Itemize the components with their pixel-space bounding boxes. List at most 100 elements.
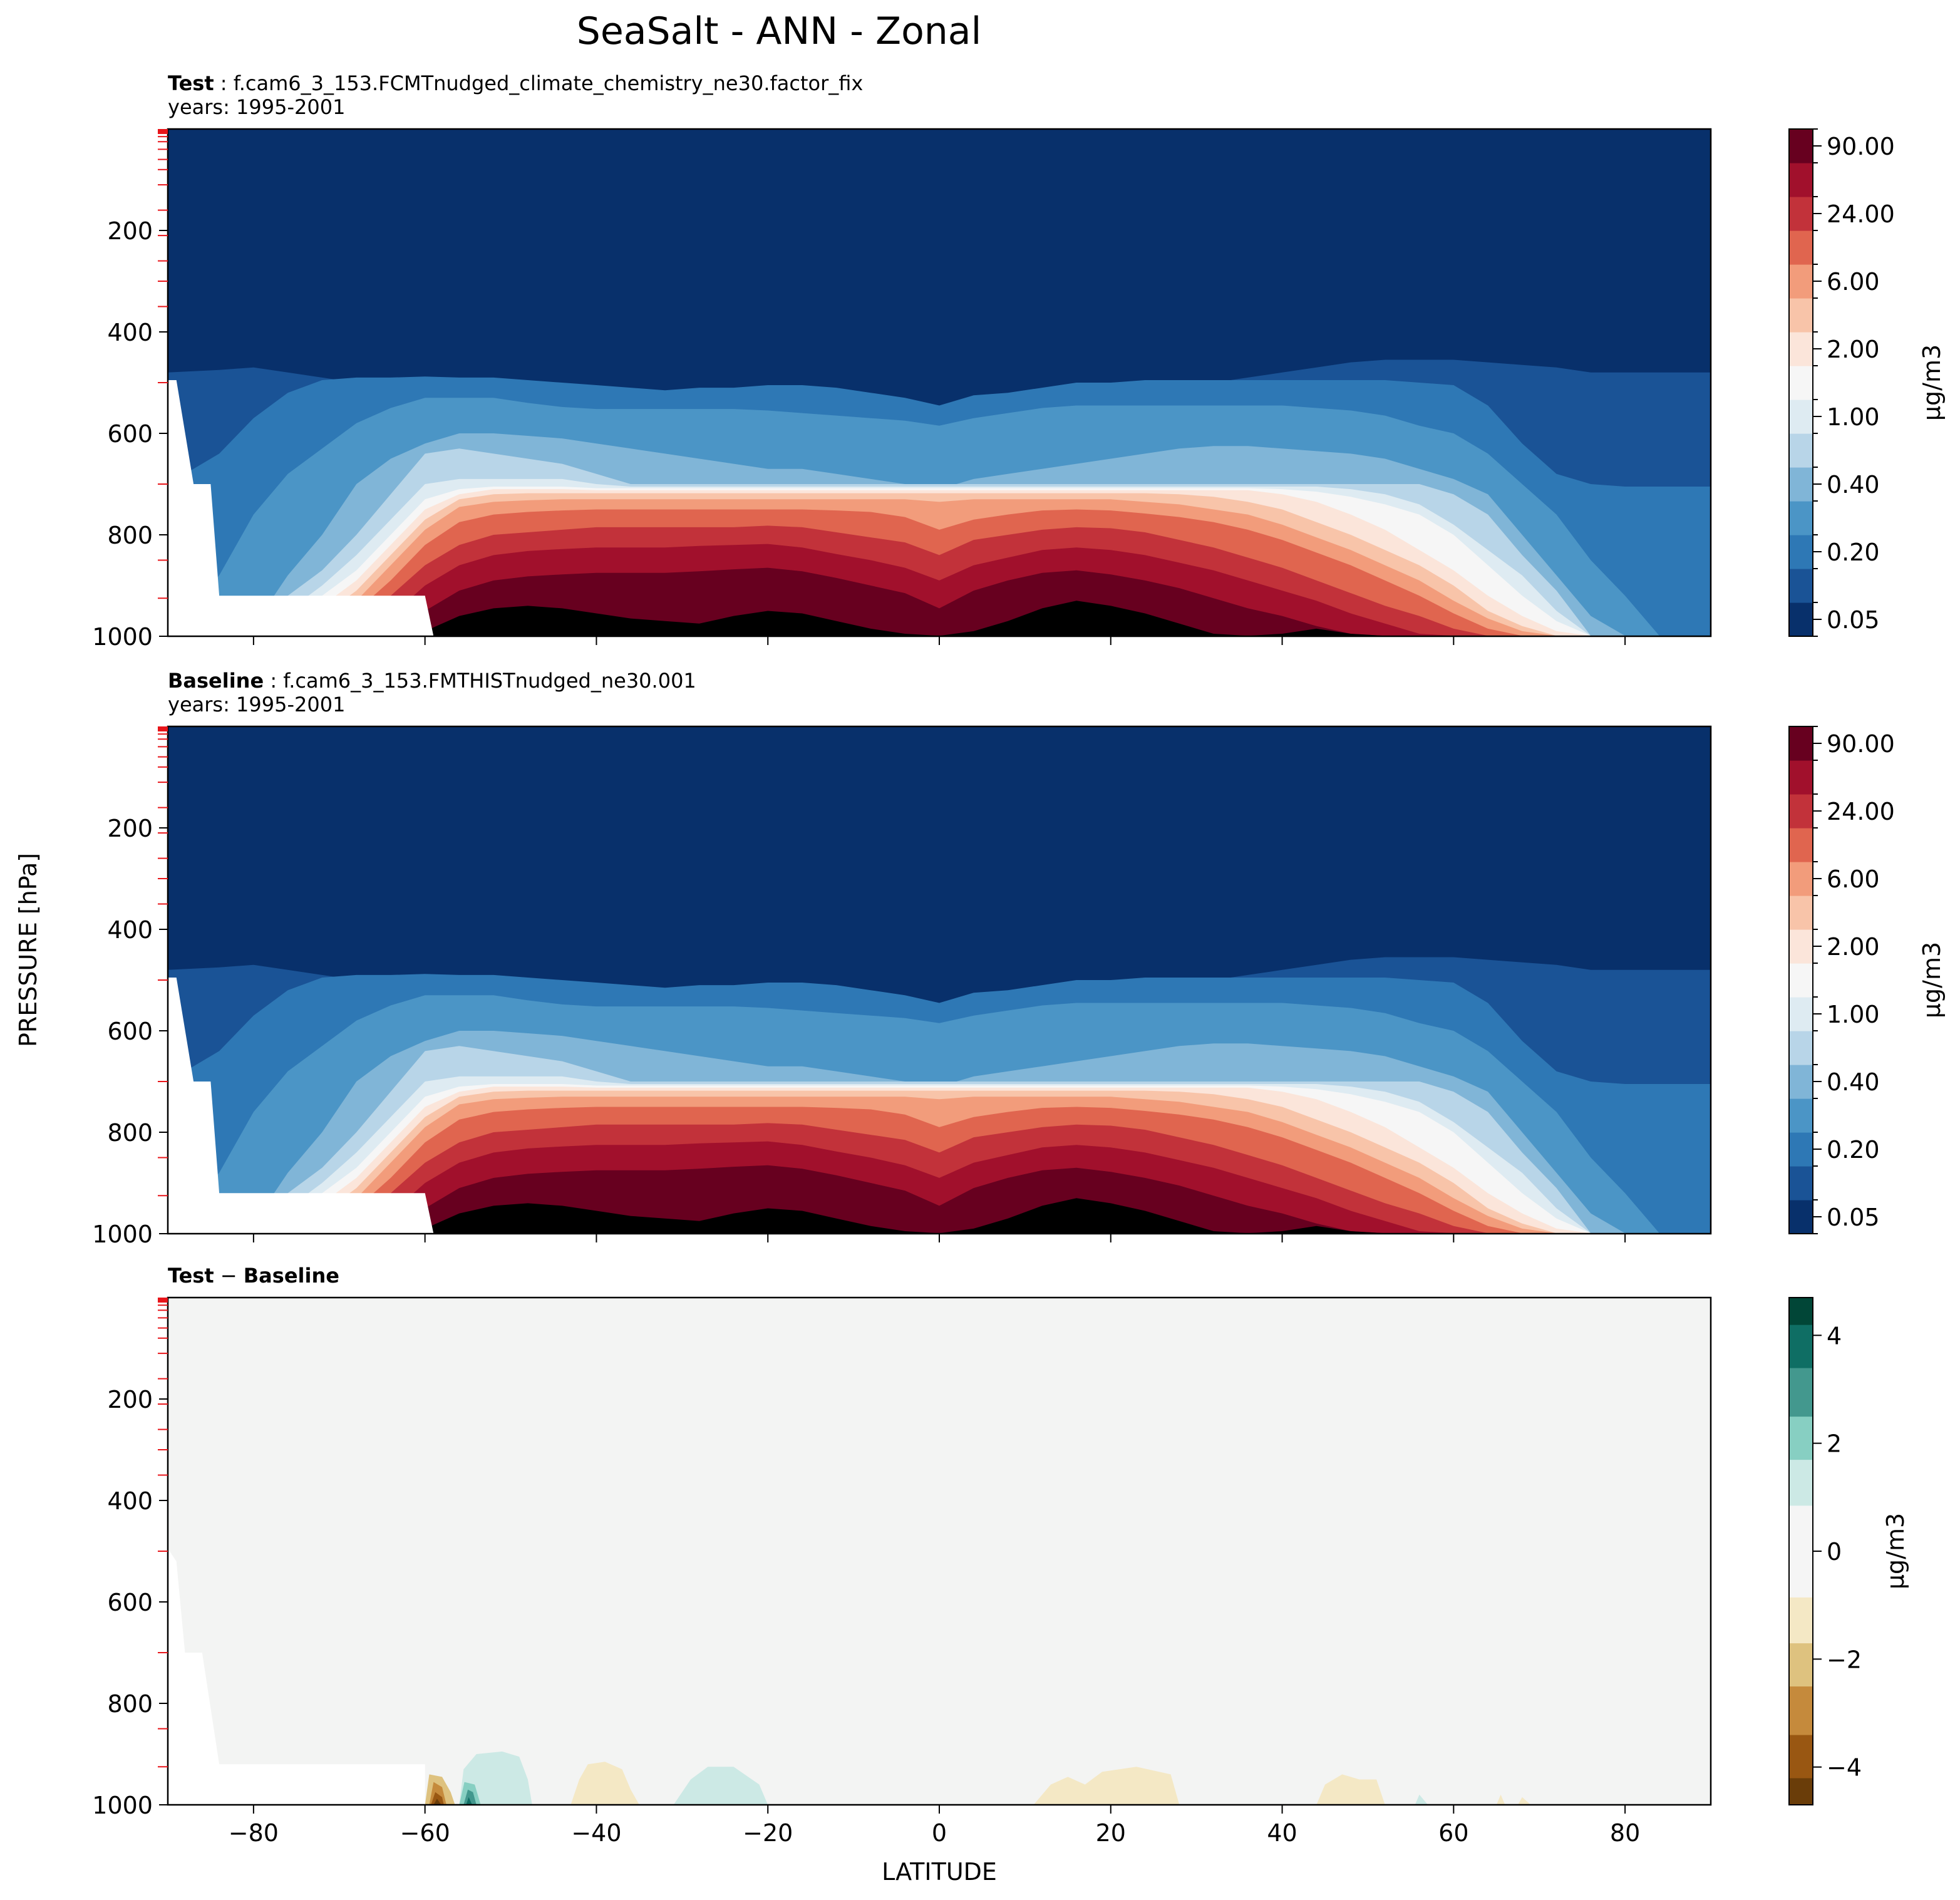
colorbar-tick-label: 1.00 — [1827, 403, 1880, 431]
colorbar-tick-label: 0.05 — [1827, 1204, 1880, 1231]
y-tick-label: 1000 — [92, 1221, 153, 1248]
panel-label: Test — [168, 71, 214, 95]
colorbar-segment — [1789, 1098, 1813, 1133]
missing-data-mask — [168, 1548, 425, 1805]
y-tick-label: 400 — [107, 319, 153, 346]
x-tick-label: 40 — [1267, 1819, 1297, 1847]
colorbar-segment — [1789, 1200, 1813, 1234]
missing-data-mask — [168, 380, 434, 636]
contour-band — [1518, 1797, 1531, 1805]
colorbar-3: 4 2 0 −2 −4 μg/m3 — [1788, 1297, 1909, 1805]
axes-2: 200 400 600 800 1000 — [92, 725, 1712, 1248]
panel-label: Test — [168, 1264, 214, 1288]
x-tick-label: 20 — [1096, 1819, 1126, 1847]
colorbar-frame — [1788, 726, 1813, 1234]
y-tick-label: 600 — [107, 1589, 153, 1616]
panel-years: years: 1995-2001 — [168, 95, 345, 119]
colorbar-tick-label: 6.00 — [1827, 865, 1880, 893]
colorbar-segment — [1789, 1065, 1813, 1099]
panel-separator: − — [214, 1264, 244, 1288]
x-tick-label: −80 — [229, 1819, 279, 1847]
colorbar-tick-label: 6.00 — [1827, 268, 1880, 296]
axes-1: 200 400 600 800 1000 — [92, 128, 1712, 651]
x-axis-label: LATITUDE — [882, 1858, 997, 1886]
colorbar-segment — [1789, 332, 1813, 366]
colorbar-segment — [1789, 1734, 1813, 1779]
y-tick-label: 600 — [107, 1018, 153, 1045]
colorbar-segment — [1789, 197, 1813, 231]
panel-title: Test : f.cam6_3_153.FCMTnudged_climate_c… — [168, 71, 863, 95]
x-tick-label: 60 — [1438, 1819, 1468, 1847]
colorbar-segment — [1789, 929, 1813, 964]
contour-band — [673, 1767, 768, 1805]
colorbar-tick-label: 0.40 — [1827, 471, 1880, 498]
colorbar-tick-label: 24.00 — [1827, 798, 1895, 825]
colorbar-label: μg/m3 — [1882, 1513, 1909, 1589]
colorbar-segment — [1789, 963, 1813, 998]
colorbar-segment — [1789, 1368, 1813, 1417]
contour-band — [433, 1799, 441, 1805]
colorbar-segment — [1789, 1505, 1813, 1552]
contour-band — [1415, 1794, 1428, 1805]
y-tick-label: 800 — [107, 1690, 153, 1718]
level-marker — [158, 726, 168, 731]
x-tick-label: 0 — [932, 1819, 947, 1847]
contour-band — [1496, 1794, 1505, 1805]
contour-band — [168, 601, 1711, 636]
contour-plot-3 — [168, 1298, 1711, 1805]
colorbar-segment — [1789, 1031, 1813, 1065]
colorbar-segment — [1789, 896, 1813, 930]
colorbar-segment — [1789, 1459, 1813, 1506]
panel-separator: : — [214, 71, 234, 95]
x-tick-label: 80 — [1610, 1819, 1640, 1847]
colorbar-segment — [1789, 1416, 1813, 1460]
missing-data-mask — [168, 978, 434, 1234]
colorbar-segment — [1789, 1777, 1813, 1805]
y-axis-label: PRESSURE [hPa] — [14, 853, 42, 1047]
y-tick-label: 800 — [107, 522, 153, 549]
colorbar-tick-label: 2 — [1827, 1430, 1842, 1458]
panel-label: Baseline — [168, 669, 264, 693]
x-tick-label: −20 — [743, 1819, 793, 1847]
contour-band — [466, 1797, 472, 1805]
colorbar-tick-label: −2 — [1827, 1646, 1862, 1673]
panel-title: Baseline : f.cam6_3_153.FMTHISTnudged_ne… — [168, 669, 696, 693]
colorbar-segment — [1789, 1551, 1813, 1598]
contour-band — [570, 1762, 639, 1805]
colorbar-tick-label: 90.00 — [1827, 133, 1895, 160]
panel-separator: : — [264, 669, 283, 693]
colorbar-segment — [1789, 760, 1813, 795]
axes-3: 200 400 600 800 1000 — [92, 1296, 1712, 1819]
colorbar-tick-label: 4 — [1827, 1322, 1842, 1350]
colorbar-segment — [1789, 828, 1813, 862]
y-tick-label: 800 — [107, 1119, 153, 1147]
contour-band — [168, 1298, 1711, 1805]
panel-title: Test − Baseline — [168, 1264, 339, 1288]
colorbar-tick-label: 90.00 — [1827, 730, 1895, 758]
level-marker — [158, 1298, 168, 1303]
panel-years: years: 1995-2001 — [168, 693, 345, 716]
colorbar-segment — [1789, 862, 1813, 896]
colorbar-frame — [1788, 128, 1813, 637]
colorbar-segment — [1789, 501, 1813, 535]
colorbar-tick-label: 2.00 — [1827, 336, 1880, 363]
level-marker — [158, 129, 168, 134]
colorbar-segment — [1789, 794, 1813, 829]
colorbar-segment — [1789, 298, 1813, 333]
contour-band — [1316, 1774, 1385, 1805]
colorbar-tick-label: −4 — [1827, 1754, 1862, 1782]
x-tick-label: −60 — [400, 1819, 450, 1847]
colorbar-segment — [1789, 1298, 1813, 1325]
colorbar-segment — [1789, 1686, 1813, 1735]
colorbar-label: μg/m3 — [1918, 344, 1946, 421]
colorbar-segment — [1789, 569, 1813, 603]
colorbar-tick-label: 0.20 — [1827, 539, 1880, 566]
colorbar-tick-label: 0.20 — [1827, 1136, 1880, 1164]
colorbar-segment — [1789, 1643, 1813, 1687]
y-tick-label: 1000 — [92, 623, 153, 651]
colorbar-segment — [1789, 1597, 1813, 1644]
colorbar-segment — [1789, 997, 1813, 1031]
y-tick-label: 400 — [107, 916, 153, 944]
contour-band — [1033, 1767, 1180, 1805]
colorbar-tick-label: 1.00 — [1827, 1001, 1880, 1028]
